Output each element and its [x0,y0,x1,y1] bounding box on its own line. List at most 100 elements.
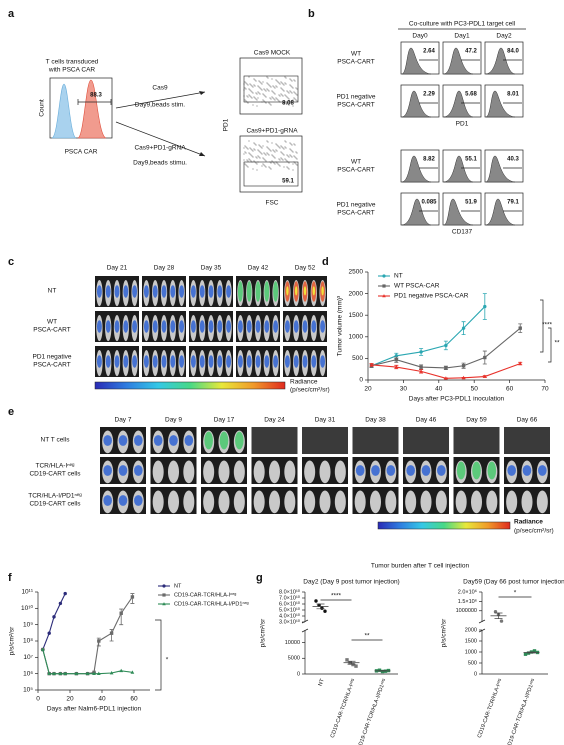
event-dot [260,88,262,90]
legend-label: WT PSCA-CAR [394,283,440,290]
event-dot [287,155,289,157]
column-header: Day 9 [165,417,182,424]
event-dot [265,166,267,168]
event-dot [268,154,270,156]
mouse [486,490,498,514]
event-dot [290,91,292,93]
event-dot [279,159,281,161]
event-dot [244,151,246,153]
legend-label: NT [174,583,182,589]
event-dot [247,84,249,86]
event-dot [280,145,282,147]
panel-label: c [8,256,14,268]
signal [153,435,163,446]
point [52,671,56,676]
event-dot [286,160,288,162]
event-dot [264,95,266,97]
mouse [284,460,296,484]
event-dot [260,152,262,154]
event-dot [250,84,252,86]
gate-value: 51.9 [465,200,477,206]
axis-break [478,619,486,633]
series-line [42,596,133,675]
histogram-curve [401,90,432,118]
event-dot [249,89,251,91]
event-dot [289,142,291,144]
event-dot [293,91,295,93]
event-dot [294,98,296,100]
color-scale [94,381,286,390]
signal [320,355,326,368]
signal [96,285,102,298]
event-dot [267,147,269,149]
event-dot [248,158,250,160]
event-dot [262,157,264,159]
y-tick-label: 1500 [349,312,364,319]
signal [118,435,128,446]
signal [217,355,223,368]
y-tick-label: 1000000 [456,608,477,614]
event-dot [247,166,249,168]
mouse [233,490,245,514]
event-dot [262,145,264,147]
signal [264,320,270,333]
signal [237,320,243,333]
event-dot [253,142,255,144]
panel-label: g [256,572,263,584]
imaging-frame [403,427,449,454]
event-dot [263,164,265,166]
point [380,669,385,674]
event-dot [245,100,247,102]
event-dot [254,79,256,81]
panel-title: with PSCA CAR [48,67,96,74]
event-dot [279,95,281,97]
event-dot [251,85,253,87]
event-dot [258,150,260,152]
event-dot [277,81,279,83]
event-dot [246,83,248,85]
event-dot [288,162,290,164]
imaging-frame [302,427,348,454]
event-dot [254,97,256,99]
mouse [521,490,533,514]
event-dot [294,80,296,82]
y-tick-label: 500 [468,660,477,666]
x-tick-label: 20 [66,696,74,703]
signal [103,495,112,506]
event-dot [293,143,295,145]
event-dot [262,99,264,101]
signal [161,320,167,333]
event-dot [250,160,252,162]
axis-label: PD1 [223,118,230,131]
column-header: Day 59 [466,417,487,424]
signal [208,285,214,298]
error-bar [527,651,536,654]
event-dot [293,155,295,157]
signal [273,320,279,333]
signal [170,285,176,298]
event-dot [270,98,272,100]
signal [217,285,223,298]
point [63,671,68,676]
y-tick-label: 7.0×10¹⁰ [279,594,301,601]
event-dot [286,166,288,168]
event-dot [250,148,252,150]
histogram-curve [401,155,432,183]
event-dot [267,83,269,85]
row-label: PD1 negative [336,202,375,209]
event-dot [278,82,280,84]
error-bar [316,603,325,610]
x-tick-label: NT [318,678,326,688]
event-dot [296,100,298,102]
event-dot [278,158,280,160]
panel-label: e [8,406,14,418]
event-dot [261,147,263,149]
event-dot [279,147,281,149]
row-label: TCR/HLA-Iⁿᵉᵍ [35,463,75,470]
event-dot [254,143,256,145]
histogram-curve [443,90,474,118]
event-dot [277,145,279,147]
event-dot [290,79,292,81]
event-dot [285,83,287,85]
